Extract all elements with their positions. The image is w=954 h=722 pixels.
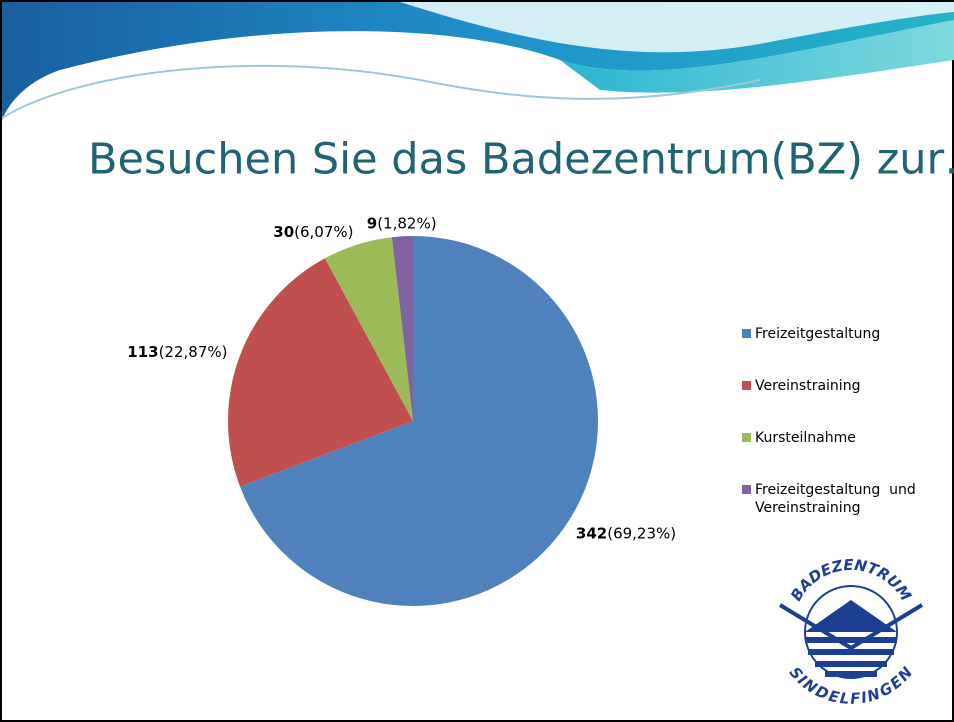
data-label-percent: (69,23%): [607, 524, 676, 542]
data-label: 9(1,82%): [367, 214, 437, 232]
data-label-percent: (6,07%): [294, 223, 353, 241]
pie-slice: [240, 236, 599, 606]
data-label: 30(6,07%): [273, 223, 353, 241]
legend: Freizeitgestaltung Vereinstraining Kurstei…: [742, 325, 922, 533]
logo: BADEZENTRUM SINDELFINGEN: [778, 556, 924, 708]
legend-swatch: [742, 329, 751, 338]
pie-slice: [391, 236, 413, 421]
chart-title: Besuchen Sie das Badezentrum(BZ) zur…: [88, 135, 954, 185]
data-label: 342(69,23%): [576, 524, 676, 542]
data-label-value: 113: [127, 342, 158, 360]
header-line: [1, 64, 761, 119]
pie-slice: [228, 258, 413, 487]
data-label-value: 30: [273, 223, 294, 241]
legend-item: Vereinstraining: [742, 377, 922, 429]
legend-label: Vereinstraining: [755, 378, 861, 394]
legend-item: Kursteilnahme: [742, 429, 922, 481]
legend-item: Freizeitgestaltung und Vereinstraining: [742, 481, 922, 533]
data-label-value: 342: [576, 524, 607, 542]
header-wave-2: [560, 20, 954, 93]
data-label-percent: (1,82%): [377, 214, 436, 232]
legend-swatch: [742, 433, 751, 442]
header-wave-light: [400, 2, 954, 53]
legend-label: Freizeitgestaltung: [755, 326, 881, 342]
data-label-value: 9: [367, 214, 377, 232]
legend-label: Freizeitgestaltung und Vereinstraining: [755, 482, 921, 516]
legend-swatch: [742, 381, 751, 390]
legend-item: Freizeitgestaltung: [742, 325, 922, 377]
data-label-percent: (22,87%): [159, 342, 228, 360]
pie-slice: [324, 237, 413, 421]
legend-label: Kursteilnahme: [755, 430, 856, 446]
data-label: 113(22,87%): [127, 342, 227, 360]
legend-swatch: [742, 485, 751, 494]
